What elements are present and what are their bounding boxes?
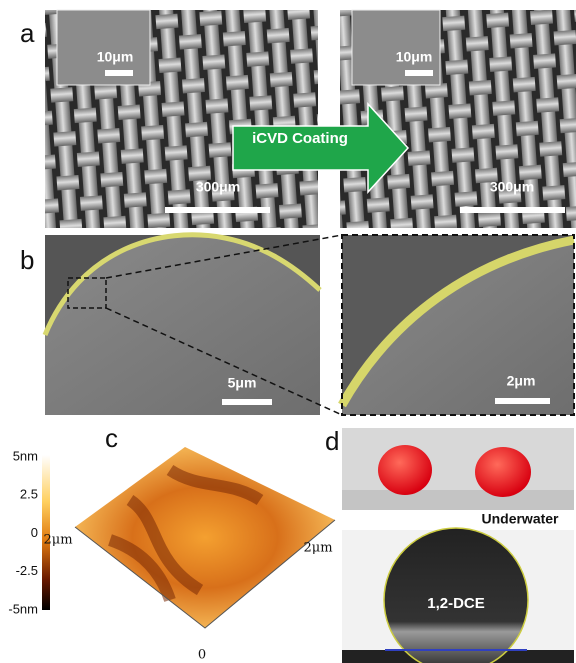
- axis-label: 2μm: [43, 533, 72, 548]
- inset-scale-label: 10μm: [396, 49, 433, 65]
- scale-label: 300μm: [490, 179, 534, 195]
- colorbar-label: 2.5: [20, 487, 38, 502]
- droplet-photo: [342, 428, 574, 510]
- colorbar-label: 5nm: [13, 448, 38, 463]
- colorbar-labels: 5nm 2.5 0 -2.5 -5nm: [8, 448, 38, 616]
- scale-bar: [460, 207, 565, 213]
- axis-origin: 0: [198, 648, 206, 663]
- sem-fiber-right: 2μm: [342, 235, 574, 415]
- inset-scale-label: 10μm: [97, 49, 134, 65]
- colorbar-label: 0: [31, 525, 38, 540]
- panel-label: d: [325, 426, 339, 456]
- arrow-label: iCVD Coating: [252, 130, 348, 147]
- inset-image: [57, 10, 150, 85]
- scale-bar: [495, 398, 550, 404]
- scale-bar: [105, 70, 133, 76]
- colorbar-label: -2.5: [16, 563, 38, 578]
- panel-label: c: [105, 423, 118, 453]
- scale-bar: [222, 399, 272, 405]
- afm-surface: [75, 447, 335, 628]
- scale-label: 300μm: [196, 179, 240, 195]
- red-droplet: [378, 445, 432, 495]
- scale-label: 5μm: [228, 375, 257, 391]
- droplet-label: 1,2-DCE: [427, 595, 485, 612]
- sem-mesh-left: 10μm 300μm: [45, 10, 318, 228]
- panel-label: a: [20, 18, 35, 48]
- caption: Underwater: [481, 511, 559, 527]
- panel-label: b: [20, 245, 34, 275]
- scale-label: 2μm: [507, 373, 536, 389]
- surface: [342, 490, 574, 510]
- figure: a 10μm 300μm 10μm 300μm iCVD Coating b 5…: [0, 0, 576, 663]
- axis-label: 2μm: [303, 541, 332, 556]
- scale-bar: [165, 207, 270, 213]
- scale-bar: [405, 70, 433, 76]
- sem-fiber-left: 5μm: [45, 235, 320, 415]
- red-droplet: [475, 447, 531, 497]
- contact-angle-image: 1,2-DCE: [342, 528, 574, 663]
- colorbar-label: -5nm: [8, 601, 38, 616]
